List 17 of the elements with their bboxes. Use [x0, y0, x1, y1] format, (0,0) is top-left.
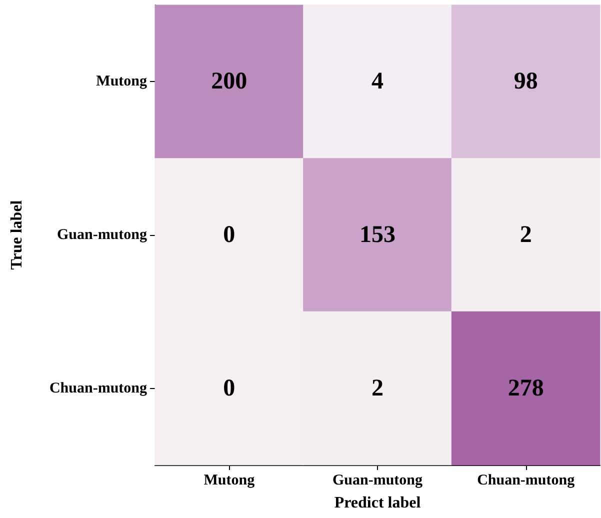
data-label: 4: [372, 68, 384, 95]
data-label: 153: [360, 222, 396, 248]
data-label: 2: [520, 222, 532, 248]
data-label: 278: [508, 375, 544, 402]
x-tick-label: Guan-mutong: [332, 472, 424, 488]
y-tick-label: Mutong: [96, 74, 148, 90]
x-tick-label: Chuan-mutong: [477, 472, 576, 488]
data-label: 0: [223, 222, 236, 248]
x-tick-label: Mutong: [204, 472, 256, 488]
y-tick-label: Chuan-mutong: [49, 380, 148, 396]
data-label: 200: [211, 68, 248, 95]
y-tick-label: Guan-mutong: [56, 227, 148, 243]
x-axis-title: Predict label: [334, 494, 422, 512]
data-label: 2: [372, 375, 384, 402]
y-axis-title: True label: [8, 200, 26, 270]
data-label: 0: [223, 375, 236, 402]
data-label: 98: [514, 68, 538, 95]
